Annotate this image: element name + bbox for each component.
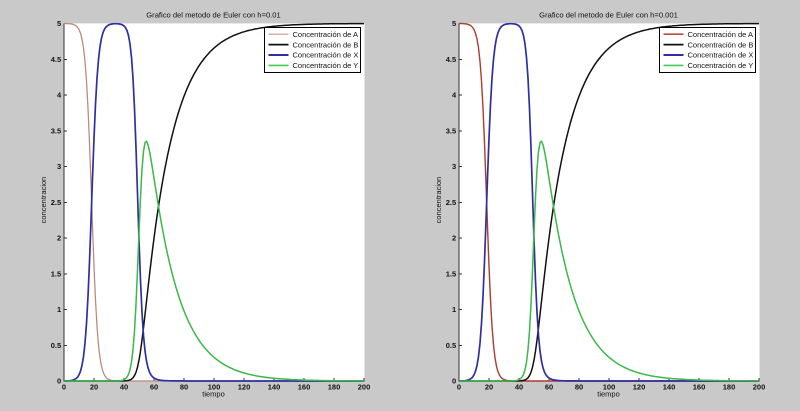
svg-text:0: 0: [62, 383, 66, 392]
svg-text:0: 0: [57, 377, 61, 386]
svg-text:0: 0: [452, 377, 456, 386]
svg-text:Concentración de B: Concentración de B: [293, 40, 359, 49]
svg-text:2.5: 2.5: [51, 198, 61, 207]
svg-text:1: 1: [452, 305, 456, 314]
svg-text:180: 180: [723, 383, 736, 392]
svg-text:concentracion: concentracion: [434, 177, 443, 224]
svg-text:3.5: 3.5: [446, 126, 456, 135]
svg-text:40: 40: [515, 383, 523, 392]
svg-text:4: 4: [57, 91, 62, 100]
svg-text:4.5: 4.5: [51, 55, 61, 64]
svg-text:200: 200: [753, 383, 766, 392]
svg-text:Concentración de X: Concentración de X: [293, 51, 359, 60]
svg-text:80: 80: [575, 383, 583, 392]
svg-text:140: 140: [268, 383, 281, 392]
svg-text:180: 180: [328, 383, 341, 392]
svg-text:Concentración de X: Concentración de X: [688, 51, 754, 60]
svg-text:Concentración de Y: Concentración de Y: [688, 61, 754, 70]
svg-text:Grafico del metodo de Euler co: Grafico del metodo de Euler con h=0.001: [539, 10, 678, 19]
svg-text:Concentración de B: Concentración de B: [688, 40, 754, 49]
svg-text:tiempo: tiempo: [202, 390, 225, 399]
svg-text:160: 160: [693, 383, 706, 392]
svg-text:5: 5: [452, 19, 456, 28]
svg-text:60: 60: [545, 383, 553, 392]
svg-text:20: 20: [485, 383, 493, 392]
svg-text:120: 120: [238, 383, 251, 392]
svg-text:Grafico del metodo de Euler co: Grafico del metodo de Euler con h=0.01: [146, 10, 280, 19]
svg-text:160: 160: [298, 383, 311, 392]
svg-text:2.5: 2.5: [446, 198, 456, 207]
svg-text:120: 120: [633, 383, 646, 392]
svg-text:tiempo: tiempo: [597, 390, 620, 399]
svg-text:5: 5: [57, 19, 61, 28]
svg-text:Concentración de Y: Concentración de Y: [293, 61, 359, 70]
svg-text:Concentración de A: Concentración de A: [688, 30, 753, 39]
svg-text:concentracion: concentracion: [39, 177, 48, 224]
svg-text:4.5: 4.5: [446, 55, 456, 64]
svg-text:0.5: 0.5: [51, 341, 61, 350]
svg-text:100: 100: [208, 383, 221, 392]
svg-text:60: 60: [150, 383, 158, 392]
svg-text:40: 40: [120, 383, 128, 392]
svg-text:3: 3: [57, 162, 61, 171]
svg-text:200: 200: [358, 383, 371, 392]
svg-text:20: 20: [90, 383, 98, 392]
svg-text:3.5: 3.5: [51, 126, 61, 135]
svg-text:140: 140: [663, 383, 676, 392]
svg-text:Concentración de A: Concentración de A: [293, 30, 358, 39]
svg-text:1.5: 1.5: [446, 269, 456, 278]
svg-text:1: 1: [57, 305, 61, 314]
svg-text:3: 3: [452, 162, 456, 171]
svg-text:2: 2: [57, 234, 61, 243]
svg-text:0: 0: [457, 383, 461, 392]
svg-text:0.5: 0.5: [446, 341, 456, 350]
svg-text:2: 2: [452, 234, 456, 243]
svg-text:4: 4: [452, 91, 457, 100]
svg-text:1.5: 1.5: [51, 269, 61, 278]
svg-text:100: 100: [603, 383, 616, 392]
svg-text:80: 80: [180, 383, 188, 392]
